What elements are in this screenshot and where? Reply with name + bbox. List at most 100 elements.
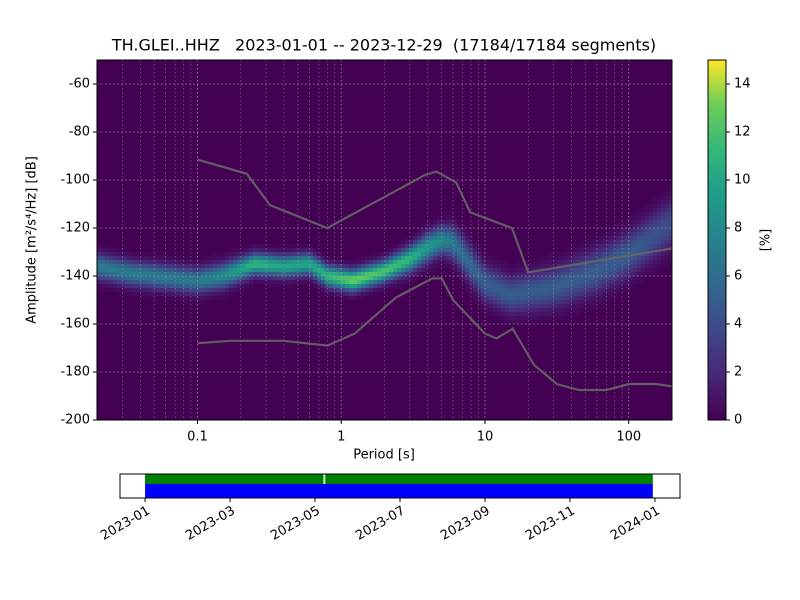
density-cell <box>261 280 266 285</box>
density-cell <box>617 260 622 265</box>
density-cell <box>625 240 630 245</box>
density-cell <box>177 300 182 305</box>
density-cell <box>213 260 218 265</box>
density-cell <box>353 292 358 297</box>
density-cell <box>593 304 598 309</box>
density-cell <box>605 260 610 265</box>
density-cell <box>457 252 462 257</box>
density-cell <box>609 224 614 229</box>
density-cell <box>137 252 142 257</box>
density-cell <box>325 292 330 297</box>
density-cell <box>485 284 490 289</box>
density-cell <box>397 256 402 261</box>
density-cell <box>421 244 426 249</box>
density-cell <box>129 252 134 257</box>
density-cell <box>573 260 578 265</box>
density-cell <box>521 308 526 313</box>
density-cell <box>597 236 602 241</box>
density-cell <box>301 256 306 261</box>
density-cell <box>493 264 498 269</box>
density-cell <box>621 236 626 241</box>
density-cell <box>537 260 542 265</box>
density-cell <box>113 252 118 257</box>
density-cell <box>293 244 298 249</box>
density-cell <box>585 296 590 301</box>
density-cell <box>637 224 642 229</box>
density-cell <box>537 272 542 277</box>
density-cell <box>613 288 618 293</box>
density-cell <box>205 288 210 293</box>
y-tick-label: -100 <box>60 173 90 188</box>
density-cell <box>577 272 582 277</box>
density-cell <box>117 280 122 285</box>
density-cell <box>613 284 618 289</box>
density-cell <box>217 288 222 293</box>
density-cell <box>249 264 254 269</box>
density-cell <box>621 224 626 229</box>
density-cell <box>609 240 614 245</box>
density-cell <box>349 292 354 297</box>
density-cell <box>309 252 314 257</box>
density-cell <box>437 228 442 233</box>
density-cell <box>417 228 422 233</box>
density-cell <box>281 284 286 289</box>
density-cell <box>637 212 642 217</box>
density-cell <box>397 240 402 245</box>
density-cell <box>625 268 630 273</box>
density-cell <box>429 264 434 269</box>
density-cell <box>665 260 670 265</box>
density-cell <box>261 272 266 277</box>
density-cell <box>633 248 638 253</box>
density-cell <box>137 280 142 285</box>
density-cell <box>325 268 330 273</box>
density-cell <box>349 276 354 281</box>
density-cell <box>317 268 322 273</box>
density-cell <box>285 284 290 289</box>
density-cell <box>181 292 186 297</box>
density-cell <box>225 292 230 297</box>
density-cell <box>445 232 450 237</box>
density-cell <box>597 304 602 309</box>
density-cell <box>577 260 582 265</box>
density-cell <box>493 300 498 305</box>
density-cell <box>273 244 278 249</box>
density-cell <box>589 292 594 297</box>
density-cell <box>525 320 530 325</box>
density-cell <box>369 252 374 257</box>
density-cell <box>457 248 462 253</box>
density-cell <box>549 256 554 261</box>
density-cell <box>653 204 658 209</box>
density-cell <box>277 260 282 265</box>
density-cell <box>209 280 214 285</box>
density-cell <box>553 300 558 305</box>
density-cell <box>137 264 142 269</box>
density-cell <box>453 252 458 257</box>
density-cell <box>617 248 622 253</box>
density-cell <box>649 260 654 265</box>
density-cell <box>593 256 598 261</box>
density-cell <box>217 268 222 273</box>
density-cell <box>617 236 622 241</box>
density-cell <box>429 256 434 261</box>
density-cell <box>217 292 222 297</box>
density-cell <box>265 280 270 285</box>
density-cell <box>293 252 298 257</box>
density-cell <box>313 276 318 281</box>
density-cell <box>269 256 274 261</box>
density-cell <box>533 296 538 301</box>
density-cell <box>117 268 122 273</box>
density-cell <box>97 268 102 273</box>
density-cell <box>669 244 672 249</box>
density-cell <box>625 244 630 249</box>
density-cell <box>201 300 206 305</box>
density-cell <box>565 284 570 289</box>
density-cell <box>273 260 278 265</box>
density-cell <box>597 288 602 293</box>
density-cell <box>565 292 570 297</box>
density-cell <box>481 268 486 273</box>
density-cell <box>213 292 218 297</box>
density-cell <box>281 244 286 249</box>
density-cell <box>581 264 586 269</box>
density-cell <box>665 236 670 241</box>
density-cell <box>333 292 338 297</box>
